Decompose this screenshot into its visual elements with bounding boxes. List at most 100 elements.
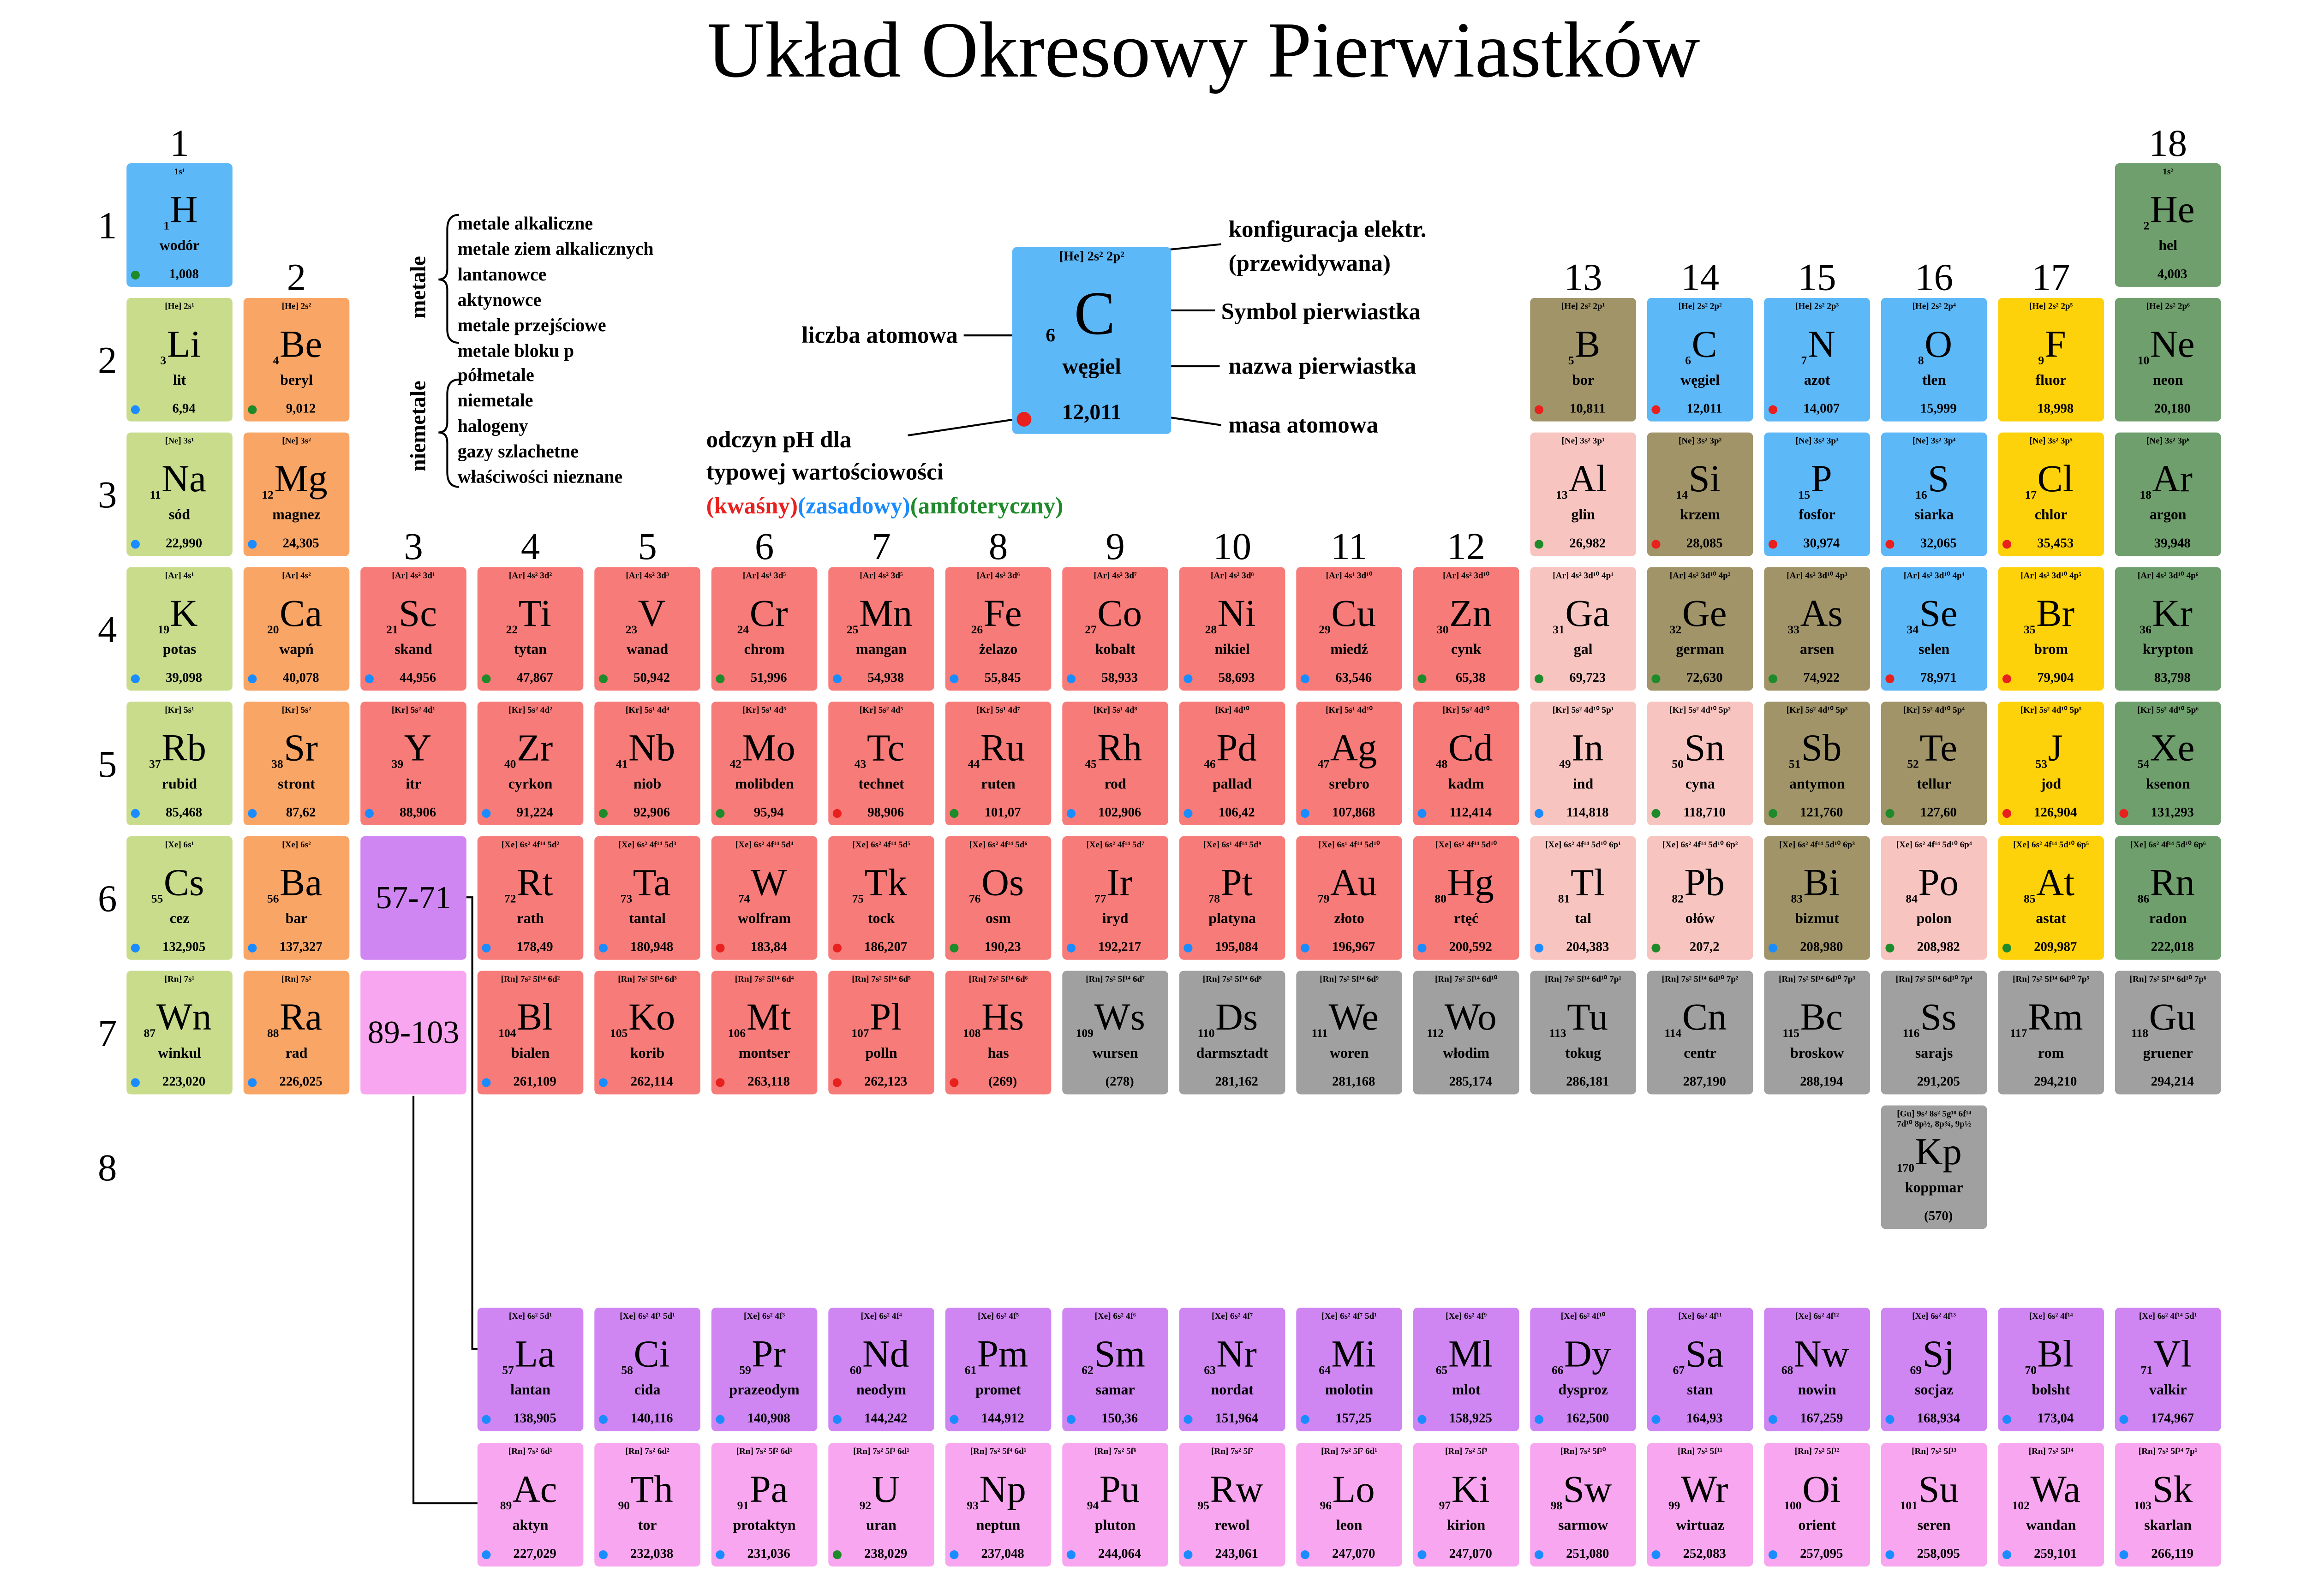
- legend-item: półmetale: [458, 364, 534, 385]
- element-box: [477, 1443, 584, 1567]
- element-name: tantal: [629, 910, 666, 926]
- electron-config: [Kr] 5s² 4d²: [508, 705, 552, 715]
- element-symbol: Zn: [1449, 592, 1492, 634]
- legend-group-label: niemetale: [406, 381, 430, 471]
- element-symbol: Ra: [280, 995, 322, 1038]
- element-symbol: U: [872, 1468, 900, 1510]
- electron-config: [Rn] 7s¹: [165, 975, 195, 984]
- atomic-mass: 63,546: [1335, 670, 1372, 685]
- element-box: [945, 971, 1052, 1095]
- element-box: [1296, 567, 1402, 691]
- element-cell: [He] 2s² 2p¹ B5 bor 10,811: [1530, 298, 1636, 422]
- element-symbol: Wr: [1681, 1468, 1728, 1510]
- element-symbol: Pm: [977, 1332, 1028, 1375]
- atomic-number: 118: [2131, 1026, 2148, 1040]
- group-label: 2: [287, 256, 306, 298]
- element-name: rewol: [1215, 1517, 1250, 1533]
- element-name: ołów: [1685, 910, 1715, 926]
- atomic-mass: 74,922: [1803, 670, 1840, 685]
- element-box: [945, 1443, 1052, 1567]
- element-cell: [He] 2s² 2p⁵ F9 fluor 18,998: [1998, 298, 2104, 422]
- electron-config: [Rn] 7s² 5f¹⁴ 6d³: [618, 975, 677, 984]
- element-name: wanad: [627, 641, 669, 657]
- key-label: masa atomowa: [1229, 412, 1378, 438]
- element-symbol: V: [638, 592, 666, 634]
- atomic-number: 35: [2024, 623, 2036, 636]
- electron-config: [Ar] 4s²: [282, 571, 311, 580]
- element-symbol: Te: [1919, 727, 1957, 769]
- atomic-mass: 262,114: [631, 1074, 673, 1089]
- element-name: rom: [2038, 1045, 2064, 1061]
- ph-dot: [950, 943, 959, 953]
- atomic-number: 31: [1553, 623, 1565, 636]
- electron-config: [Xe] 6s² 4f⁴: [861, 1311, 902, 1321]
- element-box: [828, 836, 934, 960]
- element-box: [1764, 1307, 1870, 1431]
- element-box: [1062, 567, 1168, 691]
- period-label: 2: [98, 339, 117, 381]
- element-symbol: Br: [2036, 592, 2074, 634]
- element-name: nikiel: [1215, 641, 1250, 657]
- element-box: [126, 971, 233, 1095]
- atomic-mass: 83,798: [2154, 670, 2191, 685]
- element-symbol: Pr: [752, 1332, 786, 1375]
- element-name: german: [1676, 641, 1724, 657]
- ph-dot: [832, 943, 842, 953]
- atomic-number: 37: [149, 757, 161, 771]
- electron-config: [Ne] 3s²: [282, 436, 311, 446]
- electron-config: [Rn] 7s² 5f¹⁴ 6d¹⁰ 7p⁶: [2130, 975, 2206, 984]
- atomic-mass: 79,904: [2037, 670, 2074, 685]
- atomic-number: 59: [739, 1363, 751, 1376]
- key-symbol: C: [1074, 279, 1115, 347]
- ph-dot: [832, 1550, 842, 1560]
- element-symbol: Rb: [161, 727, 206, 769]
- element-symbol: Cu: [1331, 592, 1376, 634]
- element-symbol: Ta: [633, 861, 671, 903]
- ph-dot: [365, 809, 374, 818]
- element-name: darmsztadt: [1196, 1045, 1268, 1061]
- element-box: [1764, 702, 1870, 825]
- atomic-number: 85: [2024, 892, 2036, 905]
- element-symbol: Hs: [981, 995, 1024, 1038]
- ph-dot: [1768, 405, 1778, 414]
- element-symbol: Xe: [2150, 727, 2195, 769]
- atomic-mass: 174,967: [2151, 1411, 2194, 1426]
- element-box: [1647, 1443, 1753, 1567]
- element-box: [828, 1443, 934, 1567]
- element-symbol: P: [1811, 457, 1832, 500]
- atomic-number: 61: [965, 1363, 977, 1376]
- element-name: mangan: [856, 641, 907, 657]
- atomic-number: 21: [386, 623, 398, 636]
- ph-dot: [482, 943, 491, 953]
- element-name: sarmow: [1558, 1517, 1608, 1533]
- group-label: 9: [1106, 525, 1124, 567]
- group-label: 13: [1564, 256, 1602, 298]
- atomic-mass: 192,217: [1098, 940, 1141, 954]
- element-box: [1998, 298, 2104, 422]
- element-symbol: Ko: [628, 995, 675, 1038]
- element-symbol: Wo: [1445, 995, 1497, 1038]
- ph-dot: [131, 943, 140, 953]
- element-box: [1179, 702, 1285, 825]
- atomic-mass: 54,938: [867, 670, 904, 685]
- key-label: (przewidywana): [1229, 250, 1391, 276]
- element-box: [711, 1307, 818, 1431]
- ph-dot: [1300, 1415, 1310, 1424]
- element-box: [945, 567, 1052, 691]
- atomic-mass: 132,905: [162, 940, 205, 954]
- element-symbol: Rh: [1097, 727, 1142, 769]
- element-box: [2115, 432, 2221, 556]
- electron-config: [Rn] 7s² 5f⁷ 6d¹: [1321, 1447, 1377, 1456]
- electron-config: [Gu] 9s² 8s² 5g¹⁸ 6f¹⁴: [1897, 1109, 1971, 1119]
- element-symbol: Ni: [1218, 592, 1256, 634]
- element-box: [1647, 567, 1753, 691]
